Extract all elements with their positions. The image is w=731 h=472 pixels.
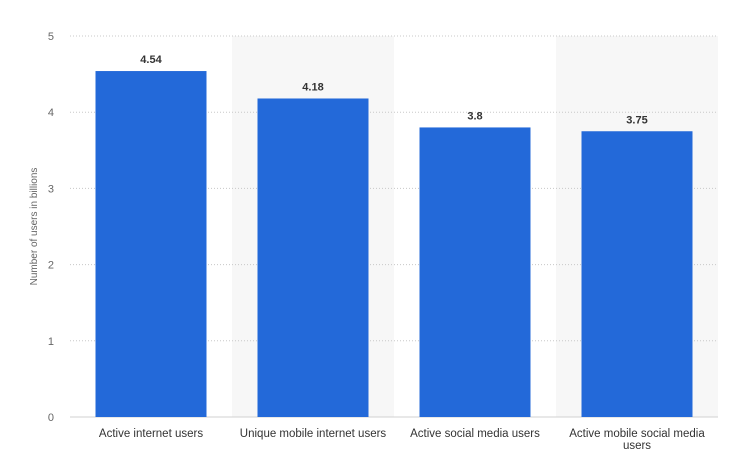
x-tick-label: Unique mobile internet users xyxy=(240,428,387,440)
data-label: 4.54 xyxy=(140,54,162,66)
y-tick-label: 2 xyxy=(48,260,54,272)
y-axis-title: Number of users in billions xyxy=(29,168,40,286)
data-label: 3.8 xyxy=(467,110,482,122)
y-tick-label: 3 xyxy=(48,183,54,195)
bar[interactable] xyxy=(257,98,369,417)
data-label: 3.75 xyxy=(626,114,647,126)
data-label: 4.18 xyxy=(302,81,323,93)
x-tick-label: Active internet users xyxy=(99,428,203,440)
x-tick-label: Active mobile social media users xyxy=(569,428,705,452)
y-tick-label: 4 xyxy=(48,107,54,119)
y-tick-label: 1 xyxy=(48,336,54,348)
bar[interactable] xyxy=(581,131,693,417)
bar[interactable] xyxy=(95,71,207,417)
y-tick-label: 5 xyxy=(48,31,54,43)
y-tick-label: 0 xyxy=(48,412,54,424)
x-tick-label: Active social media users xyxy=(410,428,540,440)
bar[interactable] xyxy=(419,127,531,417)
